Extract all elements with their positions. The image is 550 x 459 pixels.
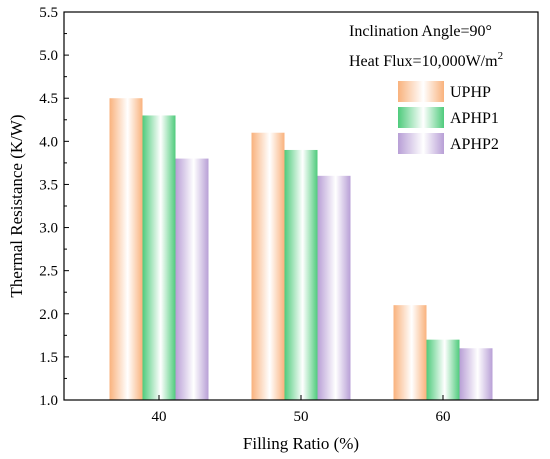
y-tick-label-2.5: 2.5 [39,264,58,280]
y-tick-label-1.5: 1.5 [39,350,58,366]
annotation-heat-flux-main: Heat Flux=10,000W/m [349,53,498,70]
bars-group [109,98,493,400]
bar-aphp2-40 [175,158,209,400]
bar-uphp-40 [109,98,143,400]
x-axis: 40 50 60 [152,395,451,425]
y-axis-title: Thermal Resistance (K/W) [7,114,26,297]
legend: UPHP APHP1 APHP2 [398,81,499,154]
y-tick-label-2.0: 2.0 [39,307,58,323]
legend-label-aphp2: APHP2 [450,136,499,153]
y-axis: 1.0 1.5 2.0 2.5 3.0 3.5 4.0 4.5 5.0 5.5 [39,5,69,409]
x-tick-label-40: 40 [152,409,167,425]
y-tick-label-3.0: 3.0 [39,221,58,237]
x-axis-title: Filling Ratio (%) [243,434,359,453]
y-tick-label-5.0: 5.0 [39,48,58,64]
bar-aphp1-60 [426,339,460,400]
legend-label-aphp1: APHP1 [450,110,499,127]
bar-aphp1-40 [142,115,176,400]
annotation-heat-flux-superscript: 2 [498,50,504,62]
annotation-inclination-angle: Inclination Angle=90° [349,23,492,40]
y-tick-label-5.5: 5.5 [39,5,58,21]
bar-uphp-60 [393,305,427,400]
bar-uphp-50 [251,132,285,400]
x-tick-label-60: 60 [436,409,451,425]
legend-swatch-aphp1 [398,107,444,128]
bar-aphp2-60 [459,348,493,400]
y-tick-label-3.5: 3.5 [39,177,58,193]
legend-swatch-aphp2 [398,133,444,154]
bar-aphp2-50 [317,175,351,400]
x-tick-label-50: 50 [294,409,309,425]
bar-aphp1-50 [284,149,318,400]
legend-swatch-uphp [398,81,444,102]
legend-label-uphp: UPHP [450,84,491,101]
y-tick-label-4.5: 4.5 [39,91,58,107]
y-tick-label-1.0: 1.0 [39,393,58,409]
annotation-heat-flux: Heat Flux=10,000W/m2 [349,50,503,70]
y-tick-label-4.0: 4.0 [39,134,58,150]
